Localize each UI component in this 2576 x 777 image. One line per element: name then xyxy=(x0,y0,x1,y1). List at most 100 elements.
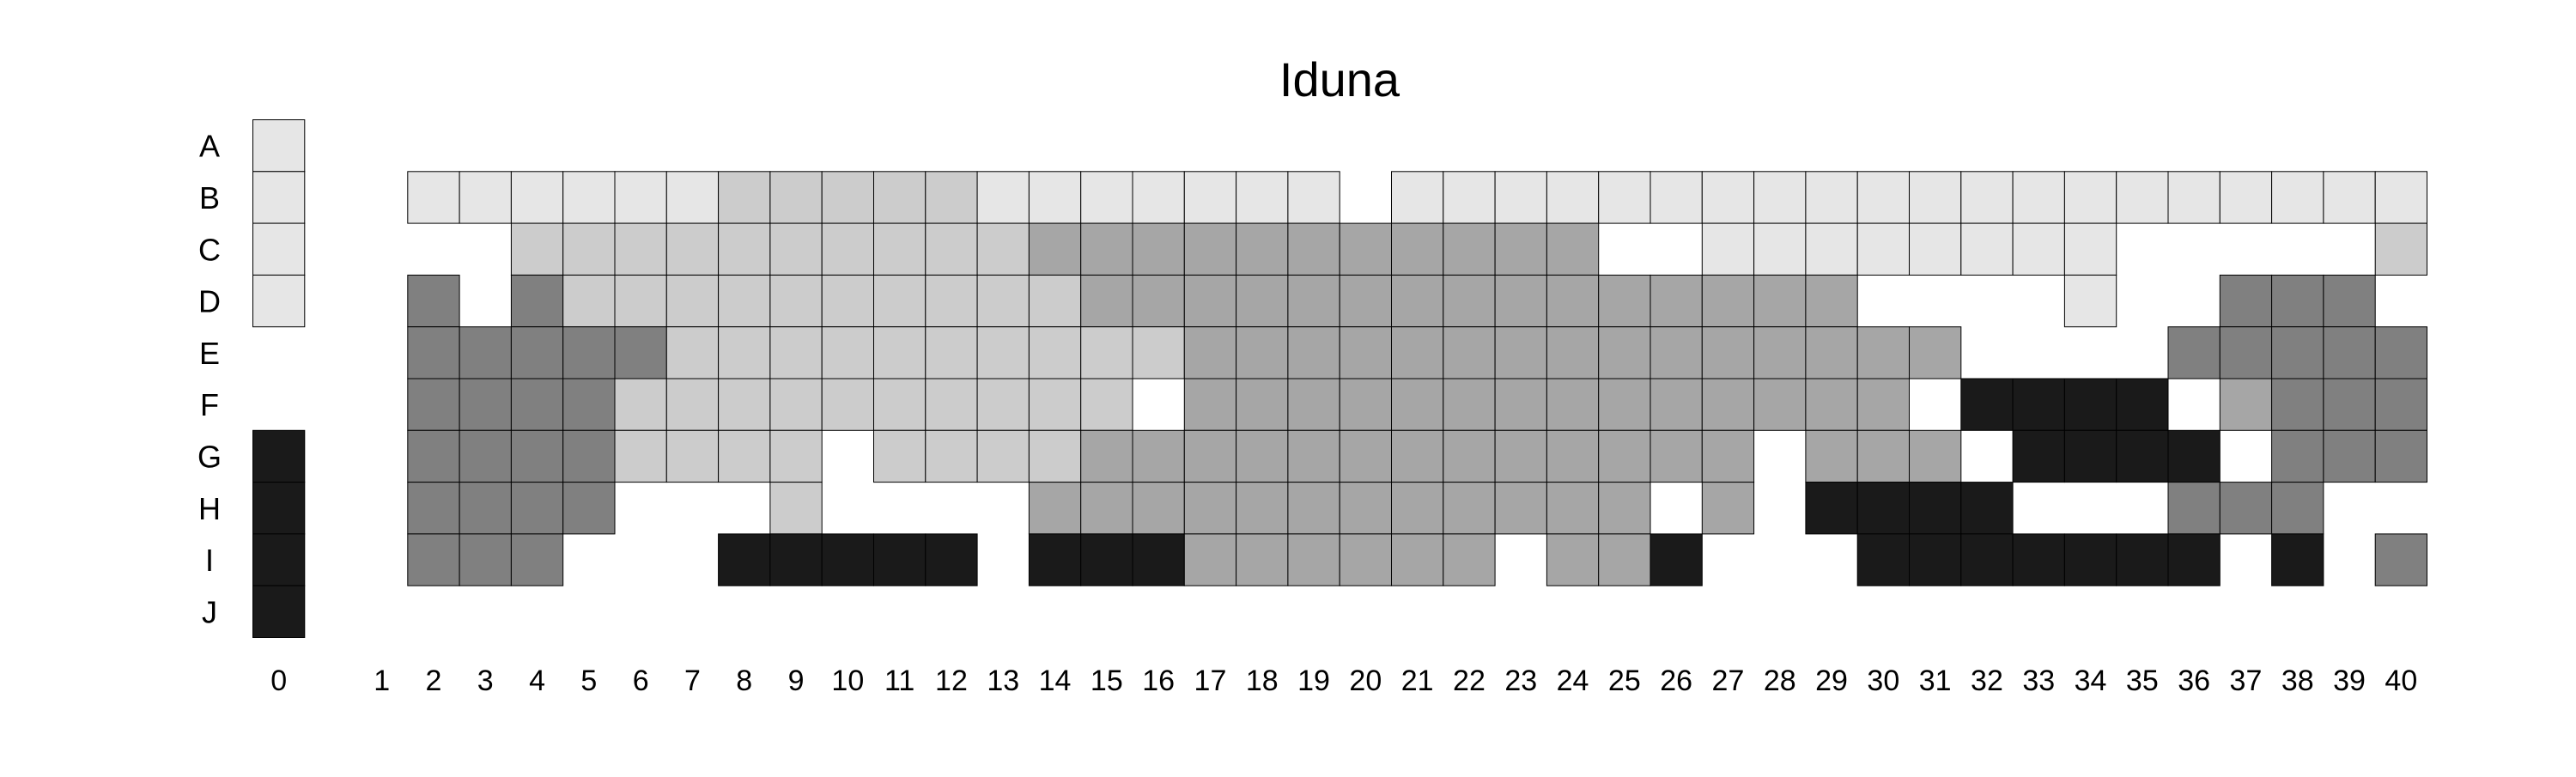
heat-cell-c-19 xyxy=(1287,222,1340,276)
heat-cell-c-29 xyxy=(1805,222,1858,276)
heat-cell-g-35 xyxy=(2116,429,2169,483)
heat-cell-e-9 xyxy=(769,326,823,379)
row-label-a: A xyxy=(199,129,220,164)
heat-cell-c-8 xyxy=(718,222,771,276)
heat-cell-b-22 xyxy=(1443,171,1496,224)
col-label-38: 38 xyxy=(2281,665,2314,697)
heat-cell-e-30 xyxy=(1856,326,1910,379)
heat-cell-h-37 xyxy=(2219,482,2273,535)
col-label-11: 11 xyxy=(884,665,914,697)
col-label-4: 4 xyxy=(529,665,545,697)
heat-cell-d-34 xyxy=(2063,274,2117,328)
heat-cell-c-31 xyxy=(1909,222,1962,276)
heat-cell-c-11 xyxy=(873,222,927,276)
col-label-5: 5 xyxy=(580,665,597,697)
heat-cell-b-39 xyxy=(2323,171,2376,224)
heat-cell-h-21 xyxy=(1391,482,1444,535)
heat-cell-c-14 xyxy=(1028,222,1082,276)
heat-cell-f-2 xyxy=(407,378,460,431)
heat-cell-f-8 xyxy=(718,378,771,431)
heat-cell-f-38 xyxy=(2271,378,2324,431)
heat-cell-g-39 xyxy=(2323,429,2376,483)
row-label-i: I xyxy=(205,543,214,578)
heat-cell-e-6 xyxy=(614,326,667,379)
heat-cell-e-37 xyxy=(2219,326,2273,379)
heat-cell-f-39 xyxy=(2323,378,2376,431)
heat-cell-c-32 xyxy=(1960,222,2014,276)
heat-cell-g-31 xyxy=(1909,429,1962,483)
heat-cell-c-33 xyxy=(2012,222,2065,276)
heat-cell-b-25 xyxy=(1598,171,1651,224)
heat-cell-g-7 xyxy=(665,429,720,483)
heat-cell-e-15 xyxy=(1080,326,1133,379)
row-label-e: E xyxy=(199,336,220,371)
heat-cell-g-20 xyxy=(1339,429,1392,483)
heat-cell-g-3 xyxy=(459,429,512,483)
heat-cell-g-36 xyxy=(2167,429,2221,483)
heat-cell-d-16 xyxy=(1132,274,1185,328)
column-labels: 0 1 2 3 4 5 6 7 8 9 10 11 12 13 14 15 16 17 18 19 20 21 22 23 24… xyxy=(270,665,2417,697)
heat-cell-h-20 xyxy=(1339,482,1392,535)
heat-cell-g-22 xyxy=(1443,429,1496,483)
heat-cell-f-22 xyxy=(1443,378,1496,431)
col-label-3: 3 xyxy=(477,665,494,697)
heat-cell-e-26 xyxy=(1649,326,1703,379)
heat-cell-e-39 xyxy=(2323,326,2376,379)
heat-cell-f-21 xyxy=(1391,378,1444,431)
heat-cell-e-36 xyxy=(2167,326,2221,379)
heat-cell-i-11 xyxy=(873,533,927,586)
heat-cell-i-31 xyxy=(1909,533,1962,586)
heat-cell-i-10 xyxy=(821,533,875,586)
heat-cell-i-0 xyxy=(252,533,306,586)
row-label-c: C xyxy=(198,232,221,267)
row-label-b: B xyxy=(199,180,220,215)
heat-cell-b-15 xyxy=(1080,171,1133,224)
col-label-30: 30 xyxy=(1867,665,1899,697)
heat-cell-b-40 xyxy=(2374,171,2427,224)
col-label-27: 27 xyxy=(1712,665,1745,697)
heat-cell-h-9 xyxy=(769,482,823,535)
heat-cell-g-12 xyxy=(925,429,978,483)
heat-cell-i-32 xyxy=(1960,533,2014,586)
col-label-36: 36 xyxy=(2178,665,2210,697)
heat-cell-h-38 xyxy=(2271,482,2324,535)
heat-cell-e-18 xyxy=(1236,326,1289,379)
heat-cell-d-10 xyxy=(821,274,875,328)
heat-cell-f-32 xyxy=(1960,378,2014,431)
heat-cell-g-15 xyxy=(1080,429,1133,483)
heat-cell-g-29 xyxy=(1805,429,1858,483)
heat-cell-d-15 xyxy=(1080,274,1133,328)
heat-cell-b-0 xyxy=(252,171,306,224)
row-label-d: D xyxy=(198,284,221,319)
heat-cell-d-25 xyxy=(1598,274,1651,328)
heat-cell-f-12 xyxy=(925,378,978,431)
heat-cell-h-25 xyxy=(1598,482,1651,535)
heat-cell-d-28 xyxy=(1753,274,1807,328)
col-label-2: 2 xyxy=(425,665,441,697)
heat-cell-i-20 xyxy=(1339,533,1392,586)
heat-cell-f-24 xyxy=(1546,378,1600,431)
heat-cell-f-25 xyxy=(1598,378,1651,431)
heat-cell-h-29 xyxy=(1805,482,1858,535)
heat-cell-c-40 xyxy=(2374,222,2427,276)
heat-cell-d-7 xyxy=(665,274,720,328)
heat-cell-b-29 xyxy=(1805,171,1858,224)
heat-cell-g-26 xyxy=(1649,429,1703,483)
heat-cell-g-38 xyxy=(2271,429,2324,483)
row-label-f: F xyxy=(200,387,219,422)
heat-cell-e-22 xyxy=(1443,326,1496,379)
heat-cell-c-20 xyxy=(1339,222,1392,276)
heat-cell-i-33 xyxy=(2012,533,2065,586)
heat-cell-g-2 xyxy=(407,429,460,483)
heat-cell-d-37 xyxy=(2219,274,2273,328)
col-label-18: 18 xyxy=(1246,665,1279,697)
heat-cell-b-24 xyxy=(1546,171,1600,224)
heat-cell-b-35 xyxy=(2116,171,2169,224)
heat-cell-d-21 xyxy=(1391,274,1444,328)
heat-cell-c-12 xyxy=(925,222,978,276)
heat-cell-e-17 xyxy=(1183,326,1237,379)
heat-cell-d-24 xyxy=(1546,274,1600,328)
heat-cell-e-16 xyxy=(1132,326,1185,379)
heat-cell-g-19 xyxy=(1287,429,1340,483)
